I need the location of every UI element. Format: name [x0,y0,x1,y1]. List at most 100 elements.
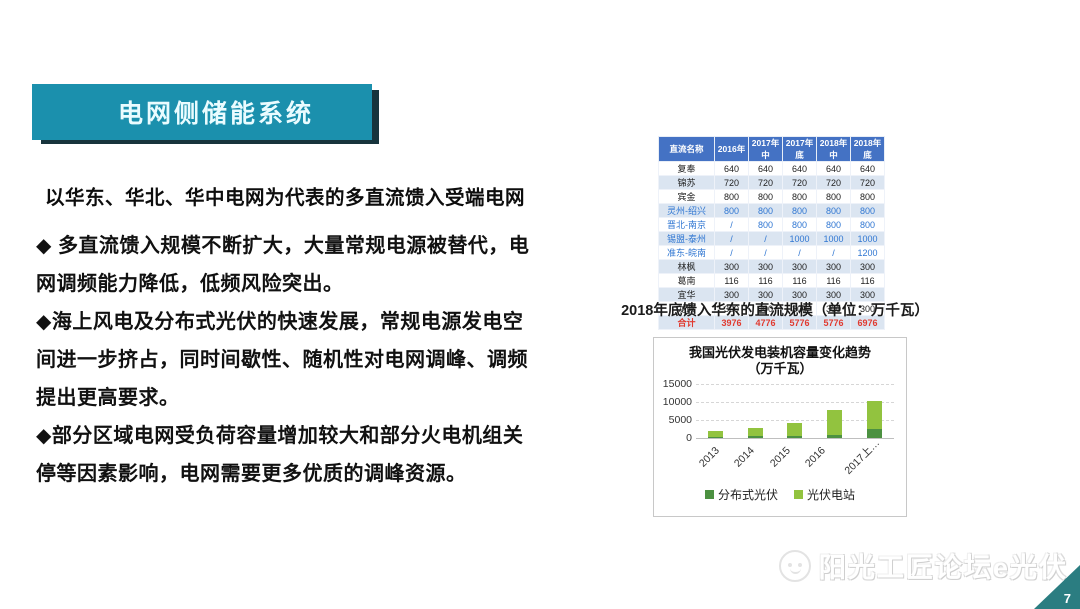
table-row: 锡盟-泰州 //1000 1000 1000 [658,231,885,246]
column-header: 2018年中 [816,136,851,162]
table-cell: 640 [850,161,885,176]
table-cell: 4776 [748,315,783,330]
section-title: 以华东、华北、华中电网为代表的多直流馈入受端电网 [45,187,526,209]
table-cell: 1000 [782,231,817,246]
chart-title-line2: （万千瓦） [747,361,813,376]
bullet-item: ◆ 多直流馈入规模不断扩大，大量常规电源被替代，电网调频能力降低，低频风险突出。 [36,235,530,295]
column-header: 2016年 [714,136,749,162]
table-cell: 640 [816,161,851,176]
table-cell: 720 [748,175,783,190]
table-cell: / [714,231,749,246]
table-cell: / [748,245,783,260]
table-row: 准东-皖南 / / //1200 [658,245,885,260]
x-tick-label: 2017上… [841,436,882,477]
x-tick-label: 2016 [803,444,829,470]
table-cell: 800 [782,217,817,232]
table-cell: 800 [714,189,749,204]
bar-segment [747,427,763,437]
bar-segment [708,436,724,438]
y-tick-label: 5000 [668,414,692,426]
table-row: 宾金 800 800 800 800 800 [658,189,885,204]
y-tick-label: 10000 [662,396,692,408]
legend-swatch-icon [704,490,714,499]
table-cell: 116 [714,273,749,288]
legend-swatch-icon [794,490,803,499]
table-cell: 3976 [714,315,749,330]
table-cell: 300 [850,301,885,316]
table-cell: 800 [748,203,783,218]
gridline [696,384,894,385]
table-cell: 300 [816,287,851,302]
chart-title: 我国光伏发电装机容量变化趋势 （万千瓦） [654,345,906,377]
table-cell: 800 [782,203,817,218]
table-cell: 合计 [658,315,715,330]
legend-item: 光伏电站 [794,486,855,503]
bar-segment [787,422,803,436]
table-cell: 300 [714,259,749,274]
table-cell: / [782,245,817,260]
bar-2015 [787,422,803,438]
table-cell: 116 [782,273,817,288]
chart-plot-area: 0 5000 10000 15000 [663,378,894,444]
y-tick-label: 0 [686,432,692,444]
table-cell: 800 [816,189,851,204]
table-cell: 640 [714,161,749,176]
table-cell: 300 [816,259,851,274]
table-cell: 800 [850,189,885,204]
bar-segment [866,429,882,438]
header-title: 电网侧储能系统 [117,100,314,128]
table-row: 宜华 300 300 300 300 300 [658,287,885,302]
legend-item: 分布式光伏 [704,486,778,503]
table-cell: 800 [748,189,783,204]
table-header-row: 直流名称 2016年 2017年中 2017年底 2018年中 2018年底 [658,136,885,162]
bar-segment [708,431,724,437]
page-number: 7 [1063,591,1071,606]
table-caption: 2018年底馈入华东的直流规模（单位：万千瓦） [621,303,929,319]
table-row: 复奉 640 640 640 640 640 [658,161,885,176]
gridline [696,402,894,403]
table-row: 合计 3976 4776 5776 5776 6976 [658,315,885,330]
y-tick-label: 15000 [662,378,692,390]
bar-segment [827,435,843,438]
corner-triangle [1034,565,1080,609]
gridline [696,420,894,421]
table-cell: 6976 [850,315,885,330]
table-cell: 720 [816,175,851,190]
table-cell: / [816,245,851,260]
table-cell: / [748,231,783,246]
table-cell: 锡盟-泰州 [658,231,715,246]
table-cell: 116 [816,273,851,288]
bar-segment [747,436,763,438]
table-cell: 300 [748,301,783,316]
dc-table-body: 复奉 640 640 640 640 640 锦苏 720 720 720 720 720 宾金 800 8… [658,161,885,330]
header-banner: 电网侧储能系统 [32,84,372,140]
bar-segment [827,410,843,436]
table-row: 葛南 116 116 116 116 116 [658,273,885,288]
table-cell: 300 [850,287,885,302]
table-cell: / [714,245,749,260]
dc-table-head: 直流名称 2016年 2017年中 2017年底 2018年中 2018年底 [658,136,885,162]
bullet-list: ◆ 多直流馈入规模不断扩大，大量常规电源被替代，电网调频能力降低，低频风险突出。… [36,227,536,493]
table-cell: 5776 [816,315,851,330]
table-cell: 720 [714,175,749,190]
chart-title-line1: 我国光伏发电装机容量变化趋势 [688,345,871,360]
table-row: 晋北-南京/800 800 800 800 [658,217,885,232]
table-cell: 116 [748,273,783,288]
table-cell: 晋北-南京 [658,217,715,232]
table-cell: 300 [782,301,817,316]
table-row: 龙政 300 300 300 300 300 [658,301,885,316]
bar-2013 [708,431,724,438]
table-cell: 800 [714,203,749,218]
chart-bars [696,384,894,438]
x-tick-label: 2014 [732,444,758,470]
table-cell: 720 [782,175,817,190]
legend-label: 光伏电站 [807,488,856,502]
legend-label: 分布式光伏 [717,488,778,502]
table-cell: 灵州-绍兴 [658,203,715,218]
watermark-text: 阳光工匠论坛e光伏 [819,553,1069,583]
table-row: 锦苏 720 720 720 720 720 [658,175,885,190]
table-cell: 复奉 [658,161,715,176]
table-cell: 800 [748,217,783,232]
table-row: 灵州-绍兴 800 800 800 800 800 [658,203,885,218]
